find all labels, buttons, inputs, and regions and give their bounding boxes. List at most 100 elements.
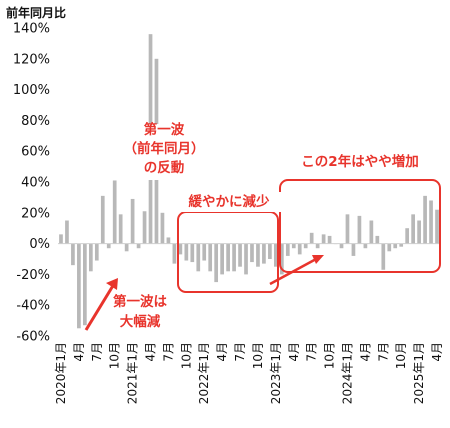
x-tick-label: 2024年1月 (340, 342, 354, 404)
rebound-label-line-1: 第一波 (144, 121, 185, 138)
bar (256, 243, 260, 267)
arrow-first-wave (84, 278, 118, 331)
x-tick-label: 4月 (144, 342, 158, 362)
y-tick-label: 20% (21, 206, 50, 221)
bar (411, 214, 415, 244)
x-tick-label: 4月 (215, 342, 229, 362)
bar (417, 220, 421, 244)
decline-label-text: 緩やかに減少 (189, 193, 270, 210)
x-tick-label: 4月 (358, 342, 372, 362)
y-axis-title: 前年同月比 (6, 5, 66, 20)
bar (351, 243, 356, 256)
bar (250, 243, 254, 263)
rebound-label-line-2: （前年同月） (124, 140, 205, 157)
bar (190, 243, 195, 263)
bar (178, 243, 183, 255)
x-tick-label: 7月 (90, 342, 104, 362)
bar (142, 211, 147, 244)
arrow-rise-head (312, 255, 324, 264)
decline-label-background (176, 192, 281, 212)
first-wave-drop-line-2: 大幅減 (120, 313, 161, 330)
bar (160, 212, 165, 244)
arrow-rise-shaft (269, 256, 319, 286)
bar (393, 243, 398, 249)
rebound-label-background (132, 124, 194, 180)
bar (172, 243, 177, 264)
x-tick-label: 7月 (305, 342, 319, 362)
bar (435, 209, 439, 244)
x-tick-label: 2025年1月 (412, 342, 426, 404)
x-tick-label: 10月 (179, 342, 193, 369)
x-tick-label: 2020年1月 (54, 342, 68, 404)
bar (315, 243, 320, 249)
x-tick-label: 2023年1月 (269, 342, 283, 404)
bar (387, 243, 392, 252)
bar (363, 243, 368, 249)
bar (59, 234, 63, 244)
x-tick-label: 4月 (287, 342, 301, 362)
bar (303, 243, 308, 249)
x-tick-label: 10月 (251, 342, 265, 369)
bar (130, 198, 135, 244)
y-tick-label: -40% (16, 299, 50, 314)
bar (77, 243, 81, 329)
bar (244, 243, 248, 275)
bar (106, 243, 111, 249)
x-tick-label: 4月 (72, 342, 86, 362)
x-tick-label: 7月 (161, 342, 175, 362)
rise-label-background (286, 152, 436, 172)
bar (94, 243, 99, 261)
bar (65, 220, 69, 244)
bar (88, 243, 93, 272)
y-tick-label: 100% (13, 83, 50, 98)
bar (136, 243, 141, 249)
bar (71, 243, 75, 266)
bar (297, 243, 302, 255)
bar (321, 234, 326, 244)
bar (274, 243, 278, 267)
first-wave-drop-label: 第一波は 大幅減 (113, 293, 167, 330)
y-tick-label: 120% (13, 52, 50, 67)
rise-region-box (279, 179, 441, 273)
bar (196, 243, 201, 272)
arrow-rise (269, 255, 324, 286)
annotations: 第一波 （前年同月） の反動 第一波は 大幅減 緩やかに減少 この2年はやや増加 (84, 121, 441, 331)
first-wave-drop-line-1: 第一波は (113, 293, 167, 310)
bar (83, 243, 87, 326)
bar (327, 235, 332, 244)
decline-label: 緩やかに減少 (176, 192, 281, 212)
bar (208, 243, 213, 272)
bar (202, 243, 207, 261)
x-tick-label: 10月 (323, 342, 337, 369)
y-tick-label: -60% (16, 330, 50, 345)
bar (124, 243, 129, 252)
x-tick-labels: 2020年1月 4月 7月 10月 2021年1月 4月 7月 10月 2022年1月 4月 7月 1… (54, 342, 444, 404)
bar (279, 243, 284, 275)
bar (309, 232, 314, 244)
bar (112, 180, 117, 244)
bar (118, 214, 123, 244)
x-tick-label: 10月 (394, 342, 408, 369)
bar (381, 243, 386, 270)
bar (405, 228, 410, 244)
bar (226, 243, 230, 272)
x-tick-label: 2022年1月 (197, 342, 211, 404)
x-tick-label: 2021年1月 (126, 342, 140, 404)
rise-label-text: この2年はやや増加 (301, 153, 418, 170)
bar (220, 243, 224, 275)
x-tick-label: 7月 (233, 342, 247, 362)
y-tick-label: 140% (13, 22, 50, 37)
bar (339, 243, 344, 249)
bar (232, 243, 236, 272)
bar (285, 243, 290, 256)
bar (357, 215, 362, 244)
bar (262, 243, 266, 264)
bar (100, 195, 105, 244)
bar (399, 243, 404, 247)
rise-label: この2年はやや増加 (286, 152, 436, 172)
bar (166, 237, 171, 244)
y-tick-labels: -60% -40% -20% 0% 20% 40% 60% 80% 100% 120% 140% (13, 22, 50, 345)
bar (268, 243, 272, 259)
x-tick-label: 4月 (430, 342, 444, 362)
